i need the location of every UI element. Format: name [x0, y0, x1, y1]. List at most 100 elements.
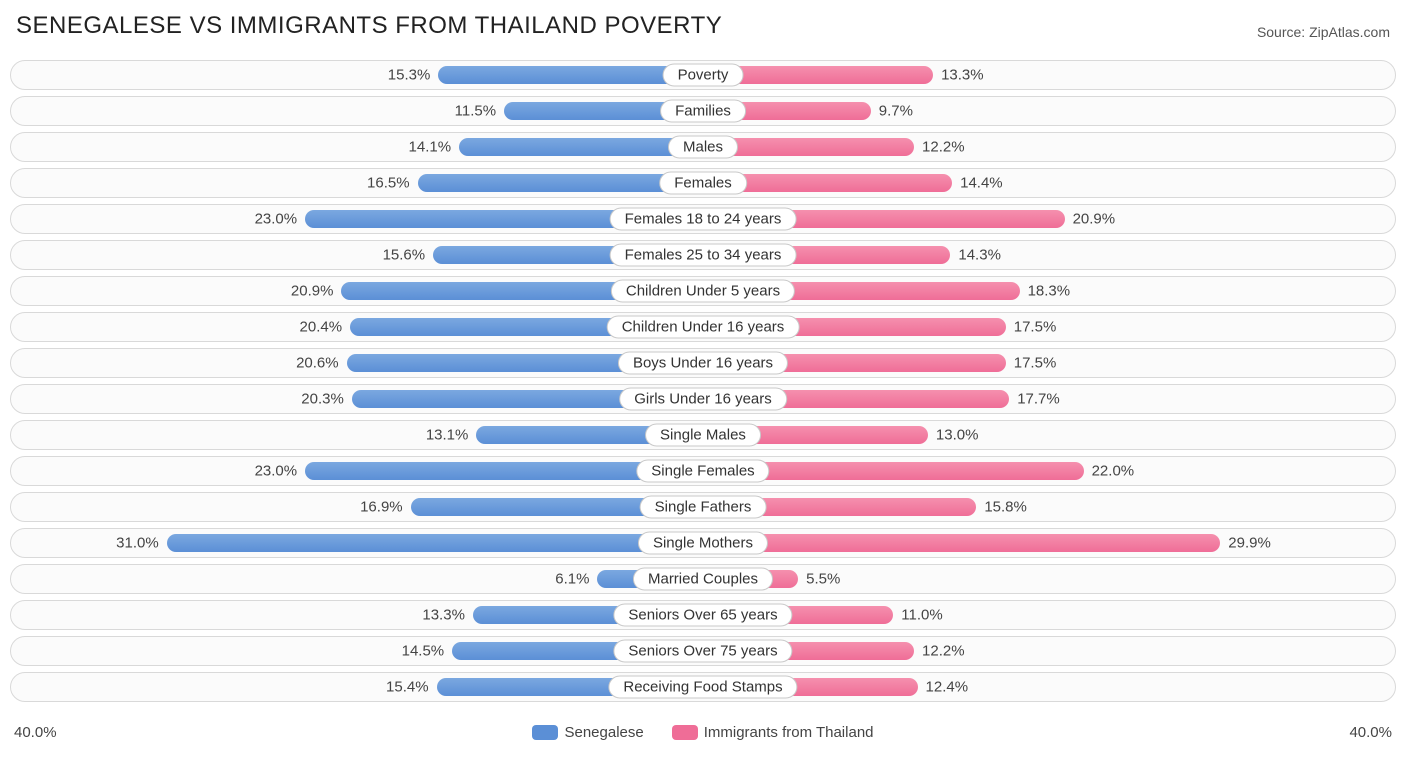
category-label: Single Mothers: [638, 532, 768, 555]
left-value: 16.9%: [360, 499, 403, 516]
legend-label-left: Senegalese: [564, 724, 643, 741]
row-left-half: 15.6%: [11, 241, 703, 269]
row-right-half: 20.9%: [703, 205, 1395, 233]
category-label: Girls Under 16 years: [619, 388, 787, 411]
row-left-half: 6.1%: [11, 565, 703, 593]
category-label: Seniors Over 75 years: [613, 640, 792, 663]
right-bar: [703, 534, 1220, 552]
row-right-half: 9.7%: [703, 97, 1395, 125]
legend-swatch-right: [672, 725, 698, 740]
category-label: Females: [659, 172, 747, 195]
row-right-half: 15.8%: [703, 493, 1395, 521]
row-right-half: 14.4%: [703, 169, 1395, 197]
category-label: Single Males: [645, 424, 761, 447]
left-value: 31.0%: [116, 535, 159, 552]
row-right-half: 29.9%: [703, 529, 1395, 557]
right-value: 22.0%: [1092, 463, 1135, 480]
category-label: Married Couples: [633, 568, 773, 591]
left-value: 14.5%: [402, 643, 445, 660]
row-right-half: 12.2%: [703, 133, 1395, 161]
right-value: 18.3%: [1028, 283, 1071, 300]
category-label: Single Fathers: [640, 496, 767, 519]
category-label: Single Females: [636, 460, 769, 483]
right-value: 9.7%: [879, 103, 913, 120]
chart-row: 11.5%9.7%Families: [10, 96, 1396, 126]
left-value: 15.3%: [388, 67, 431, 84]
chart-row: 16.5% 14.4% Females: [10, 168, 1396, 198]
chart-header: SENEGALESE VS IMMIGRANTS FROM THAILAND P…: [10, 12, 1396, 40]
chart-row: 6.1% 5.5% Married Couples: [10, 564, 1396, 594]
chart-title: SENEGALESE VS IMMIGRANTS FROM THAILAND P…: [16, 12, 722, 40]
right-value: 13.0%: [936, 427, 979, 444]
category-label: Boys Under 16 years: [618, 352, 788, 375]
chart-row: 15.6% 14.3% Females 25 to 34 years: [10, 240, 1396, 270]
chart-row: 20.9% 18.3% Children Under 5 years: [10, 276, 1396, 306]
right-value: 17.7%: [1017, 391, 1060, 408]
row-right-half: 17.5%: [703, 313, 1395, 341]
right-value: 12.4%: [926, 679, 969, 696]
chart-row: 14.5% 12.2% Seniors Over 75 years: [10, 636, 1396, 666]
row-left-half: 11.5%: [11, 97, 703, 125]
row-right-half: 12.2%: [703, 637, 1395, 665]
chart-legend: Senegalese Immigrants from Thailand: [532, 724, 873, 741]
chart-row: 20.6% 17.5% Boys Under 16 years: [10, 348, 1396, 378]
row-left-half: 20.6%: [11, 349, 703, 377]
row-right-half: 17.7%: [703, 385, 1395, 413]
row-right-half: 18.3%: [703, 277, 1395, 305]
chart-row: 20.4%17.5%Children Under 16 years: [10, 312, 1396, 342]
left-bar: [167, 534, 703, 552]
left-value: 20.3%: [301, 391, 344, 408]
axis-left-max: 40.0%: [14, 724, 57, 741]
row-left-half: 13.3%: [11, 601, 703, 629]
right-value: 12.2%: [922, 139, 965, 156]
chart-row: 20.3% 17.7% Girls Under 16 years: [10, 384, 1396, 414]
butterfly-chart: 15.3%13.3%Poverty11.5%9.7%Families14.1%1…: [10, 56, 1396, 720]
left-value: 23.0%: [255, 211, 298, 228]
right-value: 5.5%: [806, 571, 840, 588]
row-right-half: 5.5%: [703, 565, 1395, 593]
row-left-half: 20.9%: [11, 277, 703, 305]
row-left-half: 15.3%: [11, 61, 703, 89]
row-left-half: 23.0%: [11, 457, 703, 485]
row-left-half: 15.4%: [11, 673, 703, 701]
category-label: Poverty: [663, 64, 744, 87]
row-right-half: 14.3%: [703, 241, 1395, 269]
left-value: 13.3%: [422, 607, 465, 624]
left-value: 20.9%: [291, 283, 334, 300]
right-value: 12.2%: [922, 643, 965, 660]
row-left-half: 20.4%: [11, 313, 703, 341]
left-bar: [459, 138, 703, 156]
row-left-half: 16.5%: [11, 169, 703, 197]
right-value: 20.9%: [1073, 211, 1116, 228]
right-value: 14.4%: [960, 175, 1003, 192]
left-value: 14.1%: [409, 139, 452, 156]
row-left-half: 16.9%: [11, 493, 703, 521]
legend-item-right: Immigrants from Thailand: [672, 724, 874, 741]
left-value: 20.6%: [296, 355, 339, 372]
category-label: Seniors Over 65 years: [613, 604, 792, 627]
chart-row: 31.0% 29.9%Single Mothers: [10, 528, 1396, 558]
row-left-half: 14.1%: [11, 133, 703, 161]
row-left-half: 14.5%: [11, 637, 703, 665]
left-value: 15.4%: [386, 679, 429, 696]
row-left-half: 20.3%: [11, 385, 703, 413]
chart-row: 13.1% 13.0% Single Males: [10, 420, 1396, 450]
row-left-half: 31.0%: [11, 529, 703, 557]
left-value: 6.1%: [555, 571, 589, 588]
legend-label-right: Immigrants from Thailand: [704, 724, 874, 741]
chart-row: 13.3%11.0%Seniors Over 65 years: [10, 600, 1396, 630]
row-left-half: 13.1%: [11, 421, 703, 449]
left-value: 16.5%: [367, 175, 410, 192]
category-label: Children Under 16 years: [607, 316, 800, 339]
chart-row: 15.4%12.4%Receiving Food Stamps: [10, 672, 1396, 702]
legend-swatch-left: [532, 725, 558, 740]
right-value: 14.3%: [958, 247, 1001, 264]
left-value: 23.0%: [255, 463, 298, 480]
left-value: 13.1%: [426, 427, 469, 444]
category-label: Females 25 to 34 years: [610, 244, 797, 267]
row-right-half: 22.0%: [703, 457, 1395, 485]
right-value: 13.3%: [941, 67, 984, 84]
chart-row: 23.0% 22.0% Single Females: [10, 456, 1396, 486]
category-label: Children Under 5 years: [611, 280, 795, 303]
right-value: 17.5%: [1014, 355, 1057, 372]
